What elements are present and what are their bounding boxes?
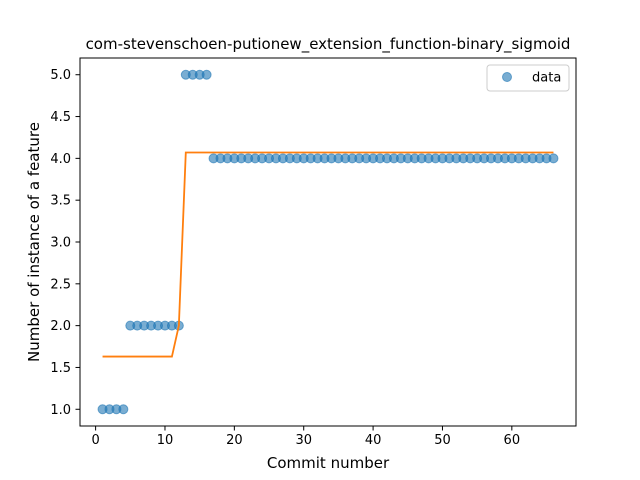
legend-label-data: data [532, 71, 561, 86]
x-tick-label: 40 [365, 433, 382, 448]
x-tick-label: 60 [504, 433, 521, 448]
x-tick-label: 50 [434, 433, 451, 448]
y-tick-label: 5.0 [50, 68, 71, 83]
data-point [549, 154, 558, 163]
y-tick-label: 2.5 [50, 277, 71, 292]
data-point [119, 405, 128, 414]
legend-marker-data [503, 73, 512, 82]
legend: data [487, 65, 569, 91]
x-axis-label: Commit number [267, 454, 390, 472]
x-tick-label: 30 [295, 433, 312, 448]
x-tick-label: 0 [91, 433, 99, 448]
x-tick-label: 20 [226, 433, 243, 448]
chart-title: com-stevenschoen-putionew_extension_func… [86, 35, 571, 54]
y-tick-label: 2.0 [50, 319, 71, 334]
y-axis-label: Number of instance of a feature [25, 122, 43, 362]
y-tick-label: 1.0 [50, 403, 71, 418]
y-tick-label: 4.0 [50, 152, 71, 167]
y-tick-label: 4.5 [50, 110, 71, 125]
data-point [202, 70, 211, 79]
y-tick-label: 3.5 [50, 194, 71, 209]
x-tick-label: 10 [157, 433, 174, 448]
y-tick-label: 1.5 [50, 361, 71, 376]
y-tick-label: 3.0 [50, 236, 71, 251]
